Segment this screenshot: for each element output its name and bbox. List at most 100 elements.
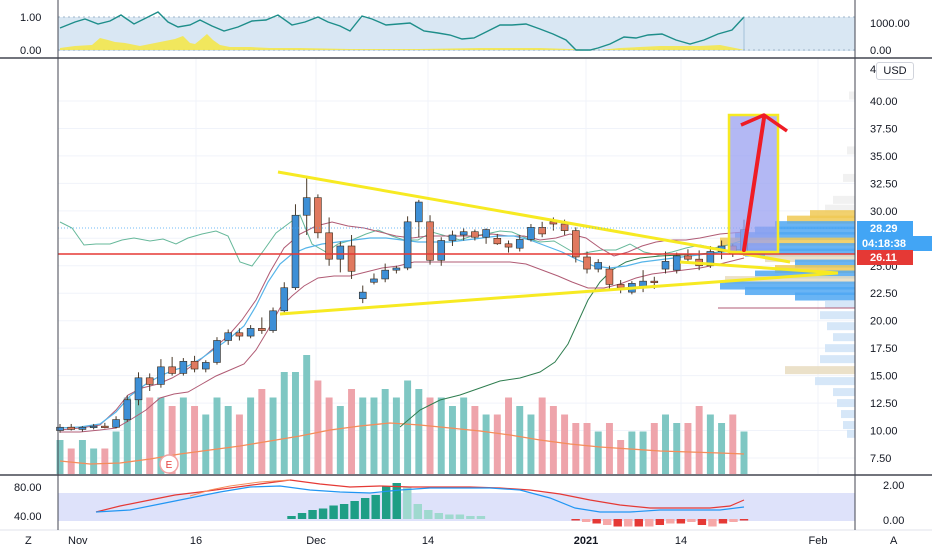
candle[interactable] [527,224,535,242]
candle[interactable] [381,263,389,283]
candle[interactable] [302,175,311,236]
candle[interactable] [594,259,603,273]
candle[interactable] [347,235,356,279]
candle[interactable] [280,282,289,315]
volume-bar [202,414,210,474]
countdown-badge-bg [857,236,932,251]
candle[interactable] [157,359,165,388]
volume-bar [56,440,64,474]
volume-bar [527,414,535,474]
candle[interactable] [56,423,64,433]
histogram-bar [476,516,486,519]
volume-bar [348,389,356,474]
candle[interactable] [291,204,300,290]
candle[interactable] [325,217,333,266]
corner-left-label: Z [25,535,32,547]
candle[interactable] [471,229,479,241]
candle[interactable] [661,251,670,274]
profile-bar [820,311,855,320]
candle[interactable] [605,265,614,289]
volume-bar [224,406,232,474]
volume-bar [359,397,367,474]
candle[interactable] [78,426,87,432]
candle[interactable] [415,199,423,238]
histogram-bar [592,519,601,524]
candle[interactable] [504,240,513,253]
candle[interactable] [459,228,468,241]
candle-body [594,262,603,270]
profile-bar [825,204,855,213]
candle-body [437,240,446,261]
candle[interactable] [123,395,132,422]
earnings-label[interactable]: E [166,460,173,471]
candle[interactable] [672,252,681,274]
osc-red-line [95,479,745,513]
candle[interactable] [314,194,322,239]
candle[interactable] [370,273,378,285]
candle-body [504,243,513,248]
candle[interactable] [572,227,580,263]
candle-body [235,332,244,337]
candle[interactable] [269,307,277,333]
top-left-tick-1: 1.00 [20,12,41,24]
candle[interactable] [336,241,345,273]
candle[interactable] [258,317,266,334]
candle-body [201,362,210,370]
candle[interactable] [358,285,367,304]
histogram-bar [687,519,696,522]
candle[interactable] [179,358,188,376]
candle[interactable] [515,235,524,252]
main-price-pane[interactable]: E [0,59,855,474]
currency-button[interactable]: USD [876,62,914,80]
candle[interactable] [392,265,401,274]
candle[interactable] [448,230,457,246]
candle[interactable] [101,422,109,429]
volume-bar [135,389,142,474]
candle[interactable] [246,325,255,339]
histogram-bar [455,514,465,519]
candle[interactable] [538,221,546,238]
candle[interactable] [134,372,143,406]
price-tick: 12.50 [870,398,898,410]
time-label: 16 [190,535,202,547]
profile-bar [847,429,855,438]
candle[interactable] [190,355,199,373]
bb-lower [60,257,745,433]
candle[interactable] [67,423,75,431]
candle[interactable] [224,329,232,345]
currency-label[interactable]: USD [883,65,907,77]
candle[interactable] [403,216,412,271]
candle[interactable] [684,249,692,263]
candle[interactable] [583,251,591,274]
candle[interactable] [145,373,154,391]
candle[interactable] [201,360,210,373]
candle[interactable] [213,337,221,365]
time-axis-labels: Nov 16 Dec 14 2021 14 Feb [68,535,827,547]
candle[interactable] [112,416,120,429]
candle[interactable] [482,228,490,244]
candle-body [291,214,300,289]
candle[interactable] [493,233,502,245]
profile-bar [735,232,855,241]
candle-body [336,245,345,260]
candle[interactable] [235,328,244,341]
volume-bar [381,389,389,474]
candle[interactable] [89,423,98,430]
time-axis[interactable]: Nov 16 Dec 14 2021 14 Feb [0,529,932,547]
candle-body [706,251,715,267]
volume-bar [572,423,580,474]
histogram-bar [297,513,307,519]
profile-bar [725,276,855,285]
histogram-bar [434,513,444,519]
osc-orange-line [189,479,291,497]
right-axis-labels[interactable]: 1000.00 0.00 4 40.00 37.50 35.00 32.50 30.00… [857,18,932,547]
candle[interactable] [437,237,446,266]
histogram-bar [318,508,328,519]
candle[interactable] [426,215,434,265]
price-tick: 17.50 [870,343,898,355]
countdown-badge: 04:18:38 [862,238,906,250]
candle-body [179,361,188,374]
candle[interactable] [168,356,176,376]
